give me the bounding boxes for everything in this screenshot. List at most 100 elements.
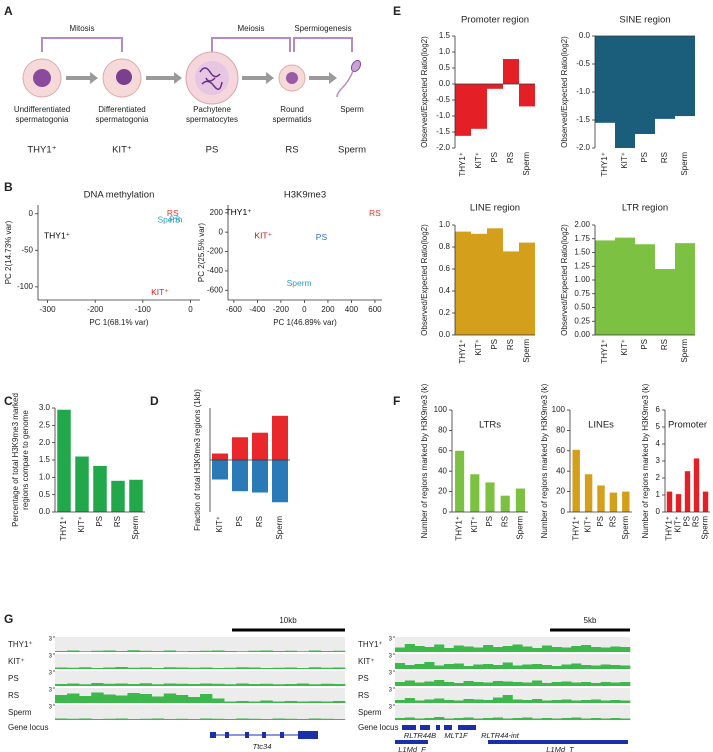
x-tick-label: Sperm <box>680 339 689 363</box>
repeat <box>488 740 628 744</box>
coverage-bar <box>551 647 562 652</box>
coverage-bar <box>187 697 201 703</box>
bar <box>655 269 675 335</box>
gene-locus-label: Gene locus <box>8 723 48 732</box>
coverage-bar <box>561 681 572 686</box>
track-label: KIT⁺ <box>8 657 25 666</box>
coverage-bar <box>395 647 406 652</box>
point-label: THY1⁺ <box>44 231 71 241</box>
bar <box>635 244 655 335</box>
coverage-bar <box>600 718 611 720</box>
y-tick-label: 5 <box>656 422 661 431</box>
exon <box>280 732 284 738</box>
coverage-bar <box>492 697 504 703</box>
coverage-bar <box>424 647 435 652</box>
track-scale-label: 3 <box>389 705 393 711</box>
coverage-bar <box>581 665 592 669</box>
x-tick-label: PS <box>485 516 494 527</box>
coverage-bar <box>404 698 415 703</box>
coverage-bar <box>187 684 201 686</box>
coverage-bar <box>260 700 273 703</box>
coverage-bar <box>175 667 189 669</box>
x-tick-label: -200 <box>273 305 290 314</box>
nucleus <box>195 61 229 95</box>
coverage-bar <box>224 684 237 686</box>
bar <box>485 482 495 512</box>
bar <box>615 36 635 148</box>
coverage-bar <box>163 683 177 686</box>
track-label: RS <box>358 691 369 700</box>
cell-marker: KIT⁺ <box>112 145 132 156</box>
bar <box>503 59 519 84</box>
coverage-bar <box>395 700 406 703</box>
bar <box>595 240 615 335</box>
phase-label: Meiosis <box>237 24 264 33</box>
coverage-bar <box>571 682 582 686</box>
coverage-bar <box>590 683 601 686</box>
x-tick-label: THY1⁺ <box>571 516 580 541</box>
coverage-bar <box>79 667 92 669</box>
coverage-bar <box>248 718 261 720</box>
coverage-bar <box>414 718 425 720</box>
coverage-bar <box>55 684 68 686</box>
coverage-bar <box>443 682 455 686</box>
coverage-bar <box>590 647 601 652</box>
y-tick-label: 6 <box>656 405 661 414</box>
coverage-bar <box>236 651 249 652</box>
cell-marker: THY1⁺ <box>27 145 56 156</box>
coverage-bar <box>512 682 523 686</box>
y-tick-label: 2.00 <box>574 220 590 229</box>
coverage-bar <box>296 683 310 686</box>
coverage-bar <box>424 662 435 669</box>
coverage-bar <box>492 647 504 652</box>
cell-name: Sperm <box>340 105 364 114</box>
coverage-bar <box>581 700 592 703</box>
x-tick-label: Sperm <box>621 516 630 540</box>
x-tick-label: KIT⁺ <box>215 516 224 533</box>
track-scale-label: 3 <box>389 654 393 660</box>
coverage-bar <box>55 651 68 652</box>
coverage-bar <box>463 666 474 669</box>
coverage-bar <box>272 667 285 669</box>
x-tick-label: KIT⁺ <box>470 516 479 533</box>
nucleus <box>33 69 51 87</box>
coverage-bar <box>139 694 152 703</box>
scale-label: 10kb <box>279 616 297 625</box>
y-tick-label: 20 <box>438 487 447 496</box>
y-tick-label: 3 <box>656 456 661 465</box>
point-label: KIT⁺ <box>151 287 169 297</box>
coverage-bar <box>79 696 92 703</box>
bar <box>487 84 503 89</box>
bar <box>455 84 471 136</box>
cell-name: Undifferentiated <box>14 105 70 114</box>
x-tick-label: Sperm <box>275 516 284 540</box>
track-label: THY1⁺ <box>8 640 33 649</box>
y-tick-label: 0.0 <box>439 330 451 339</box>
coverage-bar <box>453 700 464 703</box>
coverage-bar <box>463 646 474 652</box>
coverage-bar <box>483 682 494 686</box>
arrow-head <box>266 72 274 84</box>
coverage-bar <box>127 650 140 652</box>
coverage-bar <box>115 683 128 686</box>
coverage-bar <box>610 646 621 652</box>
y-tick-label: 0 <box>656 507 661 516</box>
coverage-bar <box>620 700 631 703</box>
y-axis-label: Observed/Expected Ratio(log2) <box>560 224 569 336</box>
y-tick-label: 0 <box>219 227 224 236</box>
y-tick-label: 0.2 <box>439 308 451 317</box>
track-background <box>55 671 345 686</box>
coverage-bar <box>424 718 435 720</box>
chart-title: SINE region <box>619 15 670 26</box>
coverage-bar <box>332 719 346 720</box>
track-label: THY1⁺ <box>358 640 383 649</box>
y-axis-label: Number of regions marked by H3K9me3 (k) <box>540 383 549 538</box>
x-tick-label: THY1⁺ <box>458 152 467 177</box>
track-scale-label: 3 <box>49 654 53 660</box>
coverage-bar <box>522 664 533 669</box>
coverage-bar <box>473 718 484 720</box>
coverage-bar <box>600 664 611 669</box>
track-scale-label: 3 <box>49 688 53 694</box>
track-label: Sperm <box>8 708 32 717</box>
